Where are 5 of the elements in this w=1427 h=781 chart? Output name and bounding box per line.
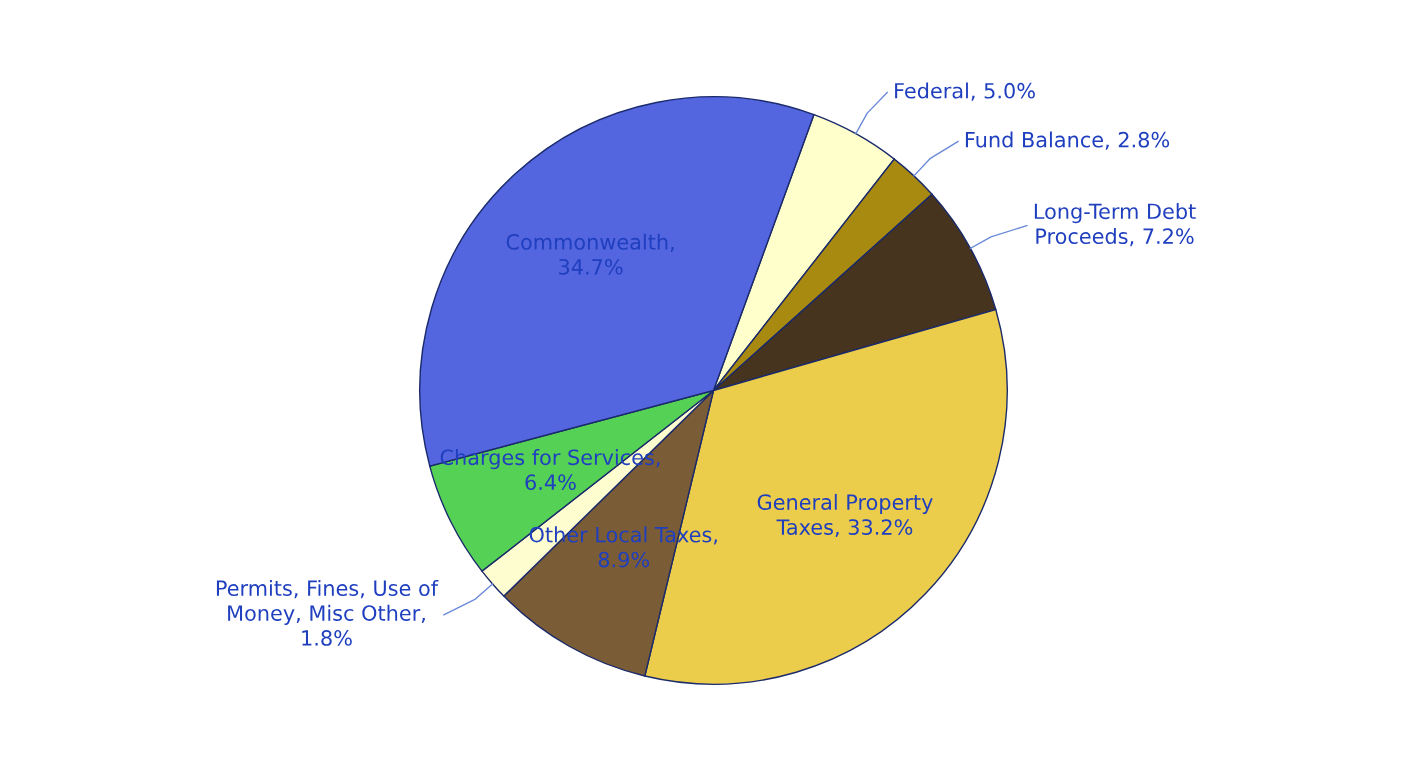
slice-label: Fund Balance, 2.8%: [965, 131, 1170, 150]
slice-label: General Property Taxes, 33.2%: [757, 493, 933, 538]
slice-label: Permits, Fines, Use of Money, Misc Other, 1.8%: [216, 579, 439, 646]
slice-label: Federal, 5.0%: [895, 82, 1035, 101]
slice-label: Long-Term Debt Proceeds, 7.2%: [1034, 203, 1196, 247]
